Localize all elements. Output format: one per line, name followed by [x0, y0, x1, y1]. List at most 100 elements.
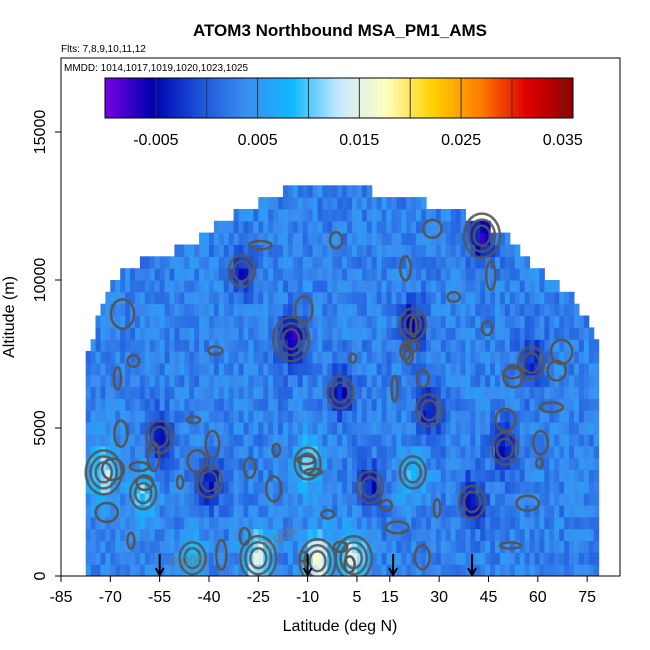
- heatmap-cell: [317, 386, 323, 399]
- heatmap-cell: [253, 564, 259, 576]
- heatmap-cell: [352, 481, 358, 494]
- heatmap-cell: [283, 244, 289, 257]
- heatmap-cell: [302, 256, 309, 269]
- colorbar-segment: [339, 78, 344, 118]
- colorbar-segment: [237, 78, 242, 118]
- heatmap-cell: [524, 422, 531, 435]
- heatmap-cell: [593, 481, 600, 494]
- heatmap-cell: [268, 291, 274, 305]
- heatmap-cell: [430, 268, 437, 281]
- heatmap-cell: [539, 280, 545, 293]
- heatmap-cell: [268, 362, 274, 376]
- heatmap-cell: [327, 244, 333, 257]
- heatmap-cell: [238, 327, 245, 340]
- heatmap-cell: [322, 469, 328, 482]
- heatmap-cell: [440, 445, 447, 459]
- heatmap-cell: [322, 362, 328, 376]
- heatmap-cell: [115, 351, 121, 364]
- heatmap-cell: [218, 398, 225, 411]
- heatmap-cell: [312, 505, 319, 518]
- heatmap-cell: [416, 445, 422, 459]
- heatmap-cell: [435, 528, 442, 541]
- heatmap-cell: [485, 540, 491, 553]
- heatmap-cell: [445, 433, 452, 447]
- heatmap-cell: [248, 516, 254, 530]
- heatmap-cell: [243, 315, 249, 328]
- heatmap-cell: [356, 315, 363, 328]
- heatmap-cell: [297, 493, 304, 506]
- heatmap-cell: [583, 386, 590, 399]
- heatmap-cell: [416, 220, 422, 234]
- heatmap-cell: [307, 493, 314, 506]
- heatmap-cell: [263, 303, 269, 317]
- heatmap-cell: [312, 410, 319, 423]
- heatmap-cell: [110, 362, 116, 376]
- heatmap-cell: [361, 268, 368, 281]
- heatmap-cell: [416, 315, 422, 328]
- heatmap-cell: [406, 493, 412, 506]
- heatmap-cell: [223, 280, 230, 293]
- heatmap-cell: [228, 268, 235, 281]
- heatmap-cell: [144, 552, 151, 565]
- heatmap-cell: [238, 445, 245, 459]
- heatmap-cell: [386, 280, 392, 293]
- heatmap-cell: [223, 339, 230, 352]
- heatmap-cell: [144, 327, 151, 340]
- heatmap-cell: [509, 398, 516, 411]
- heatmap-cell: [401, 410, 407, 423]
- heatmap-cell: [371, 244, 378, 257]
- heatmap-cell: [366, 339, 373, 352]
- heatmap-cell: [514, 280, 521, 293]
- heatmap-cell: [564, 493, 570, 506]
- heatmap-cell: [465, 528, 471, 541]
- heatmap-cell: [559, 410, 565, 423]
- heatmap-cell: [213, 256, 220, 269]
- heatmap-cell: [445, 505, 452, 518]
- colorbar-segment: [335, 78, 340, 118]
- heatmap-cell: [135, 445, 141, 459]
- heatmap-cell: [174, 433, 180, 447]
- heatmap-cell: [509, 268, 516, 281]
- heatmap-cell: [149, 552, 156, 565]
- heatmap-cell: [391, 457, 397, 470]
- heatmap-cell: [500, 362, 506, 376]
- heatmap-cell: [218, 457, 225, 470]
- contour-line: [413, 543, 431, 571]
- heatmap-cell: [342, 291, 348, 305]
- heatmap-cell: [179, 339, 185, 352]
- heatmap-cell: [85, 422, 92, 435]
- heatmap-cell: [273, 197, 279, 210]
- heatmap-cell: [381, 445, 388, 459]
- heatmap-cell: [204, 362, 210, 376]
- heatmap-cell: [549, 327, 555, 340]
- heatmap-cell: [95, 528, 101, 541]
- heatmap-cell: [322, 410, 328, 423]
- heatmap-cell: [120, 315, 126, 328]
- heatmap-cell: [115, 445, 121, 459]
- heatmap-cell: [199, 493, 205, 506]
- heatmap-cell: [287, 445, 294, 459]
- heatmap-cell: [480, 564, 486, 576]
- heatmap-cell: [312, 386, 319, 399]
- heatmap-cell: [514, 327, 521, 340]
- heatmap-cell: [361, 422, 368, 435]
- heatmap-cell: [495, 481, 501, 494]
- heatmap-cell: [297, 327, 304, 340]
- heatmap-cell: [213, 303, 220, 317]
- heatmap-cell: [213, 280, 220, 293]
- heatmap-cell: [386, 327, 392, 340]
- heatmap-cell: [268, 564, 274, 576]
- heatmap-cell: [588, 445, 595, 459]
- heatmap-cell: [105, 374, 111, 388]
- heatmap-cell: [105, 303, 111, 317]
- heatmap-cell: [504, 552, 511, 565]
- heatmap-cell: [381, 351, 388, 364]
- heatmap-cell: [514, 528, 521, 541]
- heatmap-cell: [105, 493, 111, 506]
- heatmap-cell: [396, 362, 402, 376]
- heatmap-cell: [287, 232, 294, 245]
- heatmap-cell: [574, 505, 580, 518]
- heatmap-cell: [411, 209, 417, 222]
- heatmap-cell: [199, 410, 205, 423]
- colorbar-segment: [147, 78, 153, 118]
